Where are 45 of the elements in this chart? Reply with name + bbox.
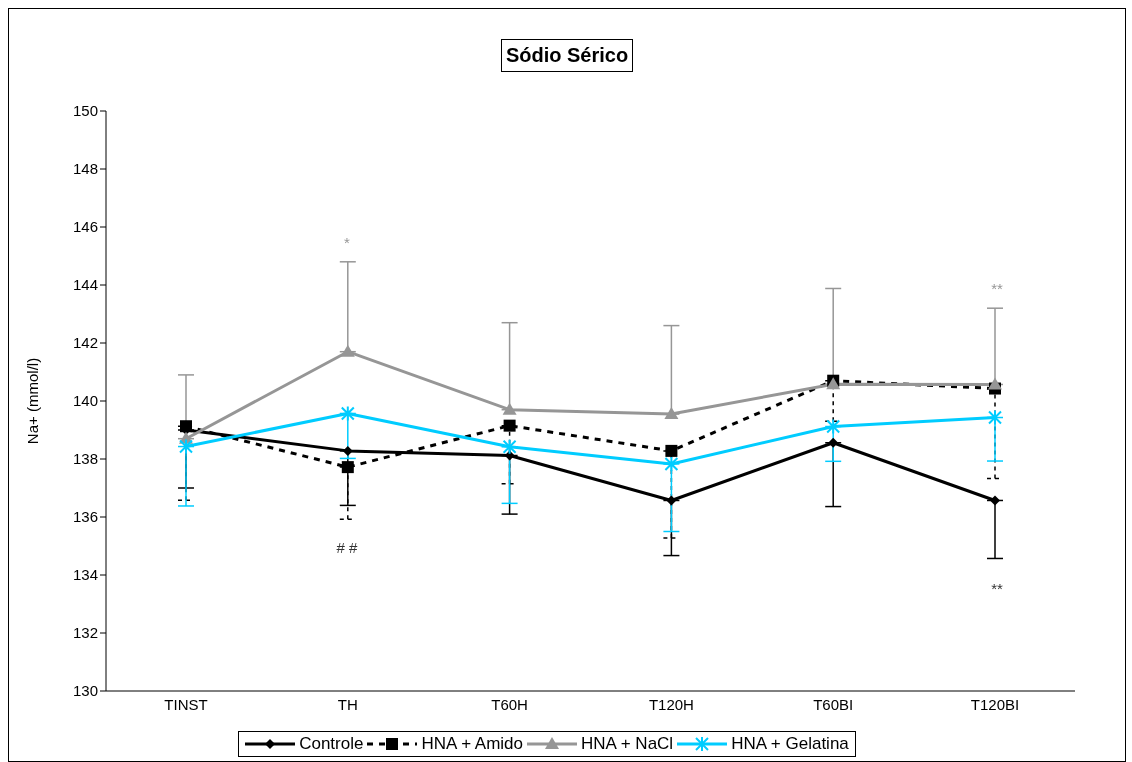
x-tick-label: T120BI: [970, 695, 1020, 713]
point: [342, 445, 353, 456]
y-axis-title: Na+ (mmol/l): [24, 357, 42, 445]
y-tick-label: 148: [72, 160, 98, 178]
point: [502, 438, 517, 455]
x-tick-label: TINST: [164, 695, 208, 713]
point: [502, 402, 517, 415]
annotation: # #: [336, 539, 358, 556]
point: [665, 444, 678, 457]
x-tick-label: T60BI: [813, 695, 854, 713]
legend-label: HNA + NaCl: [581, 734, 674, 754]
legend-label: HNA + Gelatina: [731, 734, 849, 754]
x-tick-label: TH: [337, 695, 358, 713]
point: [664, 455, 679, 472]
y-tick-label: 140: [72, 392, 98, 410]
legend-label: HNA + Amido: [421, 734, 524, 754]
y-tick-label: 144: [72, 276, 98, 294]
point: [341, 461, 354, 474]
y-tick-label: 130: [72, 682, 98, 700]
point: [664, 407, 679, 420]
y-tick-label: 150: [72, 102, 98, 120]
point: [988, 409, 1002, 426]
point: [826, 418, 841, 435]
annotation: **: [991, 280, 1003, 297]
point: [988, 377, 1002, 390]
legend-label: Controle: [299, 734, 364, 754]
point: [828, 437, 839, 448]
point: [666, 495, 677, 506]
x-tick-label: T60H: [491, 695, 528, 713]
annotation: *: [344, 234, 350, 251]
point: [340, 405, 355, 422]
point: [503, 419, 516, 432]
y-tick-label: 146: [72, 218, 98, 236]
y-tick-label: 132: [72, 624, 98, 642]
point: [180, 420, 192, 433]
point: [340, 344, 355, 357]
y-tick-label: 136: [72, 508, 98, 526]
y-tick-label: 138: [72, 450, 98, 468]
point: [990, 495, 1000, 506]
y-tick-label: 134: [72, 566, 98, 584]
annotation: **: [991, 580, 1003, 597]
point: [179, 438, 193, 455]
x-tick-label: T120H: [648, 695, 694, 713]
chart-title: Sódio Sérico: [500, 39, 634, 72]
y-tick-label: 142: [72, 334, 98, 352]
